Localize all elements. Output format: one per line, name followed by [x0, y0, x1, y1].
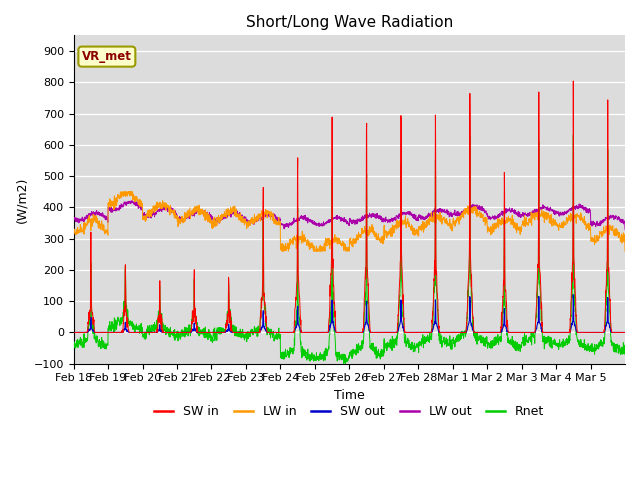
Rnet — [340, 361, 348, 367]
SW out — [70, 330, 77, 336]
SW out — [614, 330, 621, 336]
SW in — [621, 330, 629, 336]
LW in — [516, 224, 524, 230]
Rnet — [570, 132, 577, 137]
Rnet — [621, 351, 629, 357]
Rnet — [244, 332, 252, 338]
SW in — [570, 78, 577, 84]
LW in — [117, 189, 125, 194]
LW in — [244, 223, 252, 228]
Line: LW in: LW in — [74, 192, 625, 251]
SW in — [244, 330, 252, 336]
SW out — [383, 330, 390, 336]
SW in — [614, 330, 621, 336]
LW out — [128, 198, 136, 204]
SW out — [125, 329, 132, 335]
Line: SW out: SW out — [74, 295, 625, 333]
Rnet — [547, 344, 554, 350]
LW out — [125, 199, 132, 205]
LW out — [383, 217, 390, 223]
SW out — [244, 330, 252, 336]
LW in — [278, 248, 286, 254]
SW out — [547, 330, 554, 336]
SW in — [547, 330, 554, 336]
LW in — [621, 248, 629, 254]
Rnet — [614, 343, 621, 349]
LW out — [516, 212, 524, 217]
SW out — [570, 292, 577, 298]
Rnet — [70, 341, 77, 347]
SW out — [621, 330, 629, 336]
Text: VR_met: VR_met — [82, 50, 132, 63]
Rnet — [383, 340, 390, 346]
LW in — [383, 235, 390, 241]
Line: SW in: SW in — [74, 81, 625, 333]
Title: Short/Long Wave Radiation: Short/Long Wave Radiation — [246, 15, 453, 30]
SW in — [383, 330, 390, 336]
LW out — [244, 218, 252, 224]
SW in — [515, 330, 523, 336]
Legend: SW in, LW in, SW out, LW out, Rnet: SW in, LW in, SW out, LW out, Rnet — [150, 400, 549, 423]
Rnet — [125, 318, 132, 324]
LW in — [70, 228, 77, 233]
LW out — [614, 217, 621, 223]
LW in — [614, 228, 621, 234]
Line: Rnet: Rnet — [74, 134, 625, 364]
LW in — [125, 191, 132, 197]
Rnet — [516, 343, 524, 349]
LW out — [547, 206, 554, 212]
LW out — [70, 216, 77, 222]
SW in — [70, 330, 77, 336]
Line: LW out: LW out — [74, 201, 625, 229]
LW in — [547, 217, 555, 223]
X-axis label: Time: Time — [334, 389, 365, 402]
Y-axis label: (W/m2): (W/m2) — [15, 176, 28, 223]
SW in — [125, 328, 132, 334]
SW out — [515, 330, 523, 336]
LW out — [621, 227, 629, 232]
